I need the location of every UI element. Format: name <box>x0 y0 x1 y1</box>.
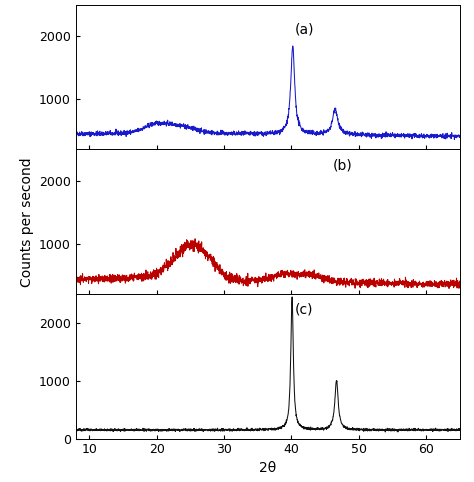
X-axis label: 2θ: 2θ <box>259 461 276 475</box>
Y-axis label: Counts per second: Counts per second <box>19 157 34 286</box>
Text: (b): (b) <box>333 158 353 172</box>
Text: (c): (c) <box>295 303 313 317</box>
Text: (a): (a) <box>295 22 314 36</box>
